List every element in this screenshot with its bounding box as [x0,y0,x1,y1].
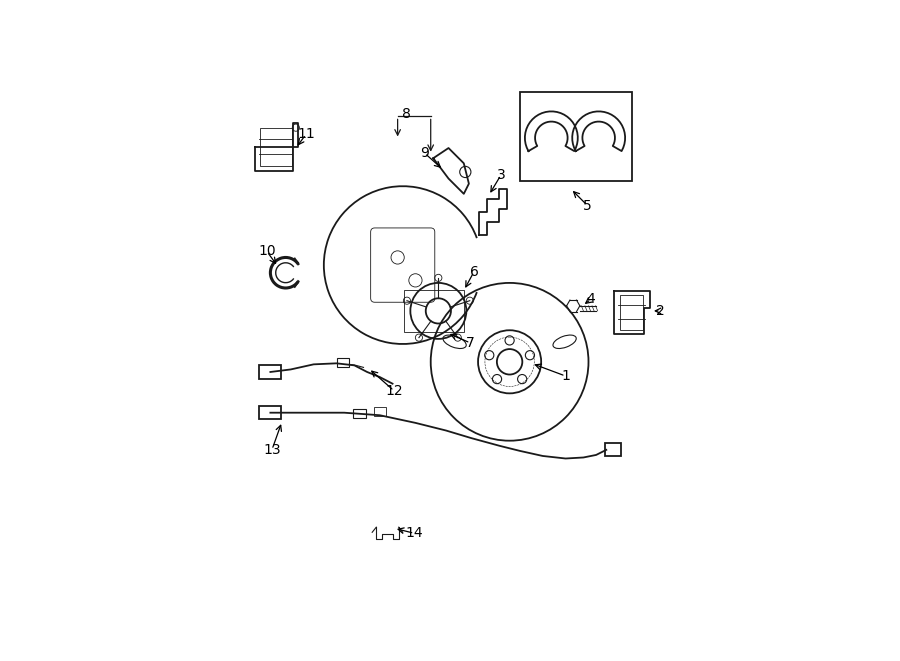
Text: 3: 3 [497,168,505,182]
Bar [260,128,292,166]
Bar [620,295,643,330]
Bar [520,92,632,181]
Text: 11: 11 [297,128,315,141]
Text: 9: 9 [420,146,429,160]
Bar [404,290,464,332]
Text: 2: 2 [656,304,665,318]
Text: 1: 1 [562,369,570,383]
Text: 6: 6 [470,264,479,279]
Text: 14: 14 [406,526,423,540]
Text: 5: 5 [583,198,592,213]
Text: 4: 4 [587,292,596,306]
Text: 8: 8 [402,107,411,121]
Text: 10: 10 [258,245,275,258]
Text: 12: 12 [385,384,403,398]
Text: 7: 7 [466,336,475,350]
Text: 13: 13 [263,443,281,457]
